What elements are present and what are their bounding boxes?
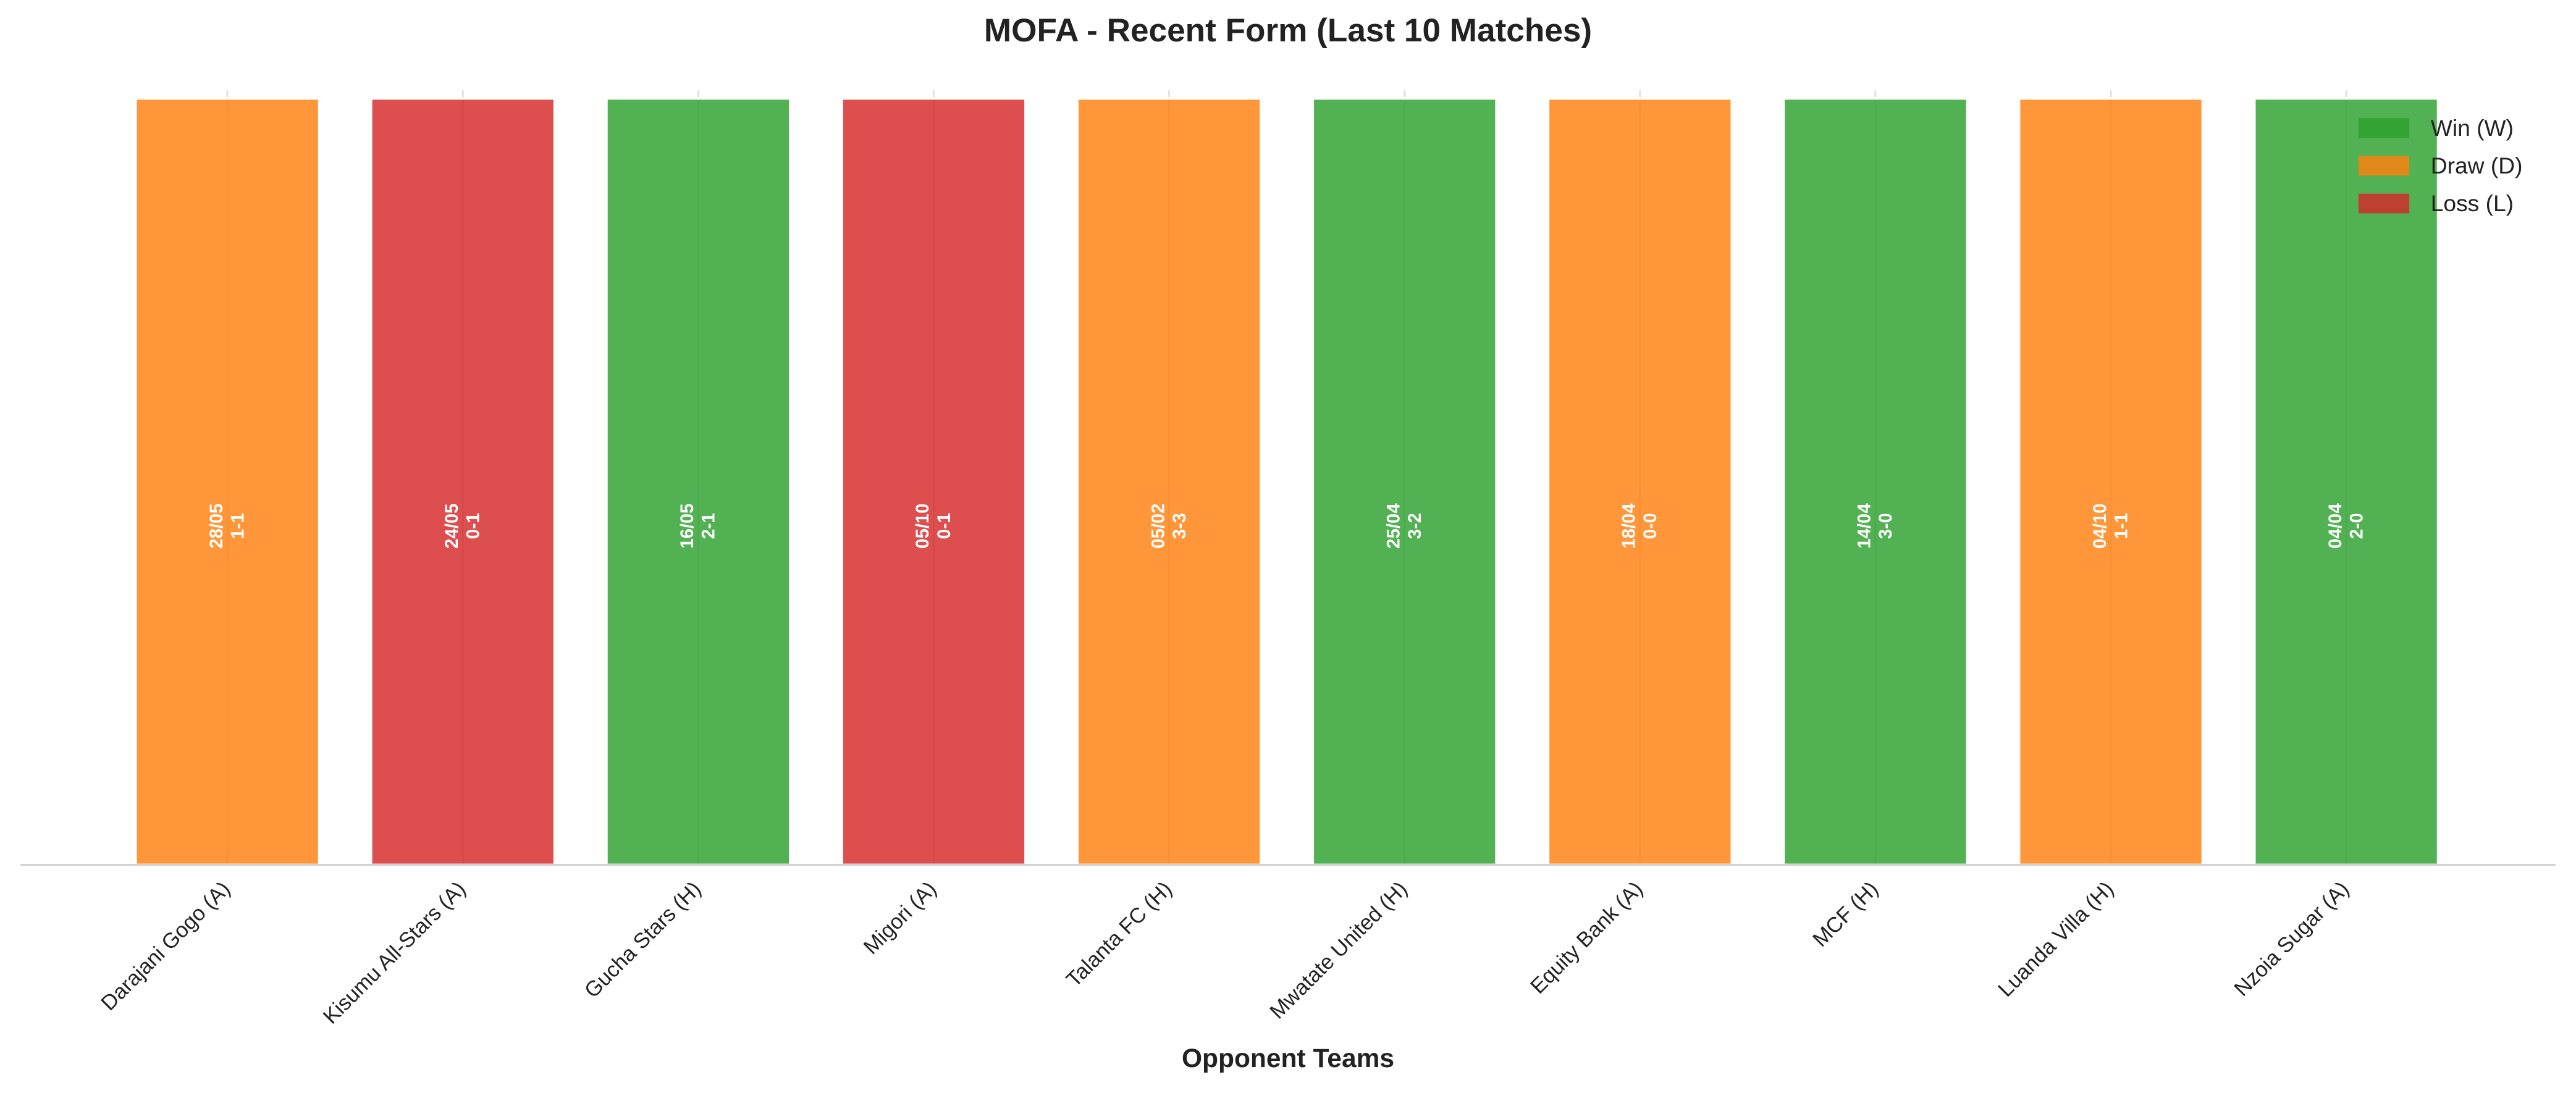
- bar: [1547, 97, 1733, 866]
- x-tick-label: Nzoia Sugar (A): [2230, 877, 2354, 1001]
- bar-date-label: 04/10: [2090, 503, 2110, 548]
- bar-date-label: 28/05: [207, 503, 227, 548]
- x-tick-label: Darajani Gogo (A): [97, 877, 235, 1015]
- bar-score-label: 0-1: [935, 513, 954, 539]
- legend-label: Draw (D): [2431, 153, 2523, 178]
- bar: [1782, 97, 1969, 866]
- x-tick-label: Kisumu All-Stars (A): [319, 877, 470, 1028]
- x-tick-label: Gucha Stars (H): [580, 877, 705, 1002]
- bar: [2018, 97, 2204, 866]
- x-tick-label: Talanta FC (H): [1062, 877, 1177, 992]
- bar-score-label: 1-1: [228, 513, 248, 539]
- bar-date-label: 05/10: [913, 503, 933, 548]
- legend-label: Win (W): [2431, 115, 2514, 141]
- bar: [134, 97, 321, 866]
- bar-score-label: 2-1: [699, 513, 719, 539]
- bar-score-label: 3-0: [1876, 513, 1896, 539]
- bar: [1311, 97, 1498, 866]
- bar: [2253, 97, 2439, 866]
- bar-date-label: 25/04: [1384, 503, 1404, 548]
- x-tick-label: Equity Bank (A): [1526, 877, 1648, 999]
- x-tick-label: Migori (A): [859, 877, 941, 959]
- bar-date-label: 18/04: [1620, 503, 1639, 548]
- x-tick-label: Luanda Villa (H): [1994, 877, 2119, 1002]
- bar-date-label: 05/02: [1148, 503, 1168, 548]
- x-axis-label: Opponent Teams: [1182, 1044, 1394, 1073]
- bar: [605, 97, 791, 866]
- bar-score-label: 3-2: [1405, 513, 1425, 539]
- x-tick-label: MCF (H): [1809, 877, 1883, 951]
- legend-label: Loss (L): [2431, 190, 2514, 216]
- bar-score-label: 1-1: [2111, 513, 2131, 539]
- bar-score-label: 3-3: [1170, 513, 1190, 539]
- bar: [840, 97, 1027, 866]
- bar: [1075, 97, 1263, 866]
- legend-swatch: [2358, 118, 2410, 138]
- bar: [369, 97, 556, 866]
- bar-score-label: 2-0: [2347, 513, 2367, 539]
- bar-score-label: 0-1: [464, 513, 484, 539]
- x-tick-label: Mwatate United (H): [1266, 877, 1412, 1023]
- legend-swatch: [2358, 156, 2410, 176]
- legend-swatch: [2358, 193, 2410, 214]
- bar-date-label: 16/05: [678, 503, 697, 548]
- bar-score-label: 0-0: [1641, 513, 1661, 539]
- bar-date-label: 24/05: [442, 503, 462, 548]
- bar-date-label: 04/04: [2326, 503, 2346, 548]
- chart-title: MOFA - Recent Form (Last 10 Matches): [984, 12, 1592, 49]
- bar-date-label: 14/04: [1855, 503, 1875, 548]
